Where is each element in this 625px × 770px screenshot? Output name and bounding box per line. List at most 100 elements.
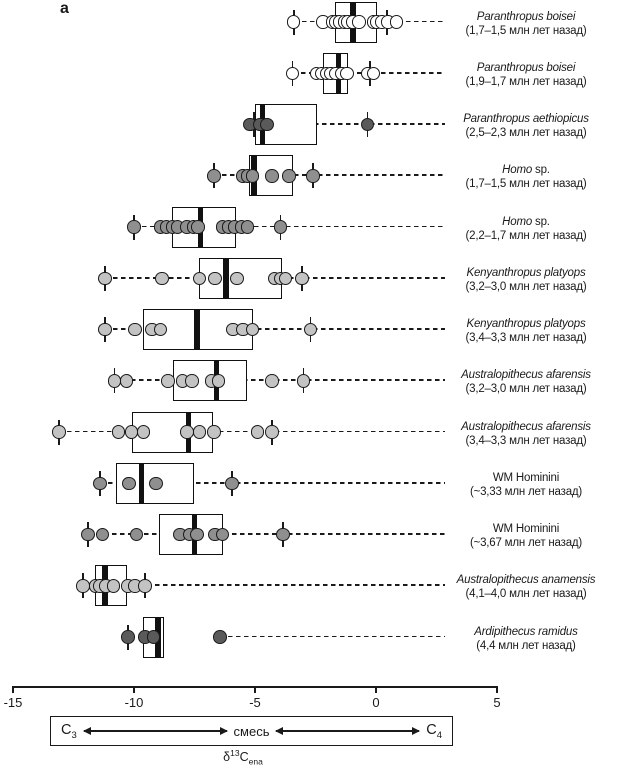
boxplot-row — [0, 356, 625, 406]
data-point — [207, 169, 221, 183]
data-point — [129, 527, 144, 542]
data-point — [250, 425, 265, 439]
x-axis-tick — [496, 686, 498, 693]
boxplot-row — [0, 151, 625, 201]
data-point — [52, 425, 66, 439]
row-label: Australopithecus afarensis (3,2–3,0 млн л… — [430, 368, 622, 396]
data-point — [98, 271, 112, 286]
data-point — [76, 579, 90, 593]
data-point — [119, 374, 134, 388]
data-point — [230, 271, 244, 286]
data-point — [153, 322, 168, 337]
species-period: (2,5–2,3 млн лет назад) — [465, 127, 587, 139]
x-axis-tick — [254, 686, 256, 693]
data-point — [192, 271, 207, 286]
data-point — [285, 66, 300, 81]
boxplot-row — [0, 305, 625, 355]
data-point — [366, 66, 381, 81]
median-bar — [138, 462, 144, 504]
species-name: Ardipithecus ramidus — [474, 625, 578, 638]
data-point — [191, 220, 205, 234]
c4-label: C4 — [426, 721, 443, 741]
data-point — [265, 169, 279, 183]
data-point — [149, 476, 163, 491]
data-point — [352, 15, 366, 29]
data-point — [208, 271, 222, 286]
connector-dash-line — [83, 584, 445, 587]
c3-label: C3 — [61, 721, 77, 741]
boxplot-row — [0, 561, 625, 611]
x-axis-tick — [133, 686, 135, 693]
data-point — [260, 117, 274, 132]
data-point — [225, 476, 239, 491]
data-point — [127, 220, 141, 234]
x-axis-tick-label: -15 — [3, 695, 23, 710]
row-label: WM Hominini (~3,67 млн лет назад) — [430, 522, 622, 550]
boxplot-row — [0, 253, 625, 303]
row-label: Homo sp. (2,2–1,7 млн лет назад) — [430, 215, 622, 243]
x-axis-tick-label: -5 — [249, 695, 261, 710]
species-name: Kenyanthropus platyops — [466, 318, 586, 330]
data-point — [278, 271, 292, 286]
connector-dash-line — [88, 533, 445, 535]
mix-label: смесь — [233, 723, 270, 739]
connector-dash-line — [219, 635, 445, 638]
connector-dash-line — [213, 174, 445, 177]
row-label: WM Hominini (~3,33 млн лет назад) — [430, 471, 622, 499]
data-point — [273, 220, 288, 234]
species-period: (3,4–3,3 млн лет назад) — [465, 434, 587, 447]
data-point — [265, 374, 279, 388]
data-point — [340, 66, 354, 81]
data-point — [111, 425, 126, 439]
species-name: Australopithecus anamensis — [456, 574, 596, 587]
data-point — [276, 527, 290, 542]
species-period: (~3,67 млн лет назад) — [469, 537, 583, 549]
row-label: Australopithecus anamensis (4,1–4,0 млн л… — [430, 573, 622, 601]
row-label: Australopithecus afarensis (3,4–3,3 млн л… — [430, 420, 622, 448]
connector-dash-line — [250, 123, 445, 125]
x-axis-tick-label: 5 — [493, 695, 501, 710]
data-point — [296, 374, 311, 388]
data-point — [155, 271, 169, 286]
boxplot-row — [0, 100, 625, 150]
data-point — [121, 630, 135, 644]
data-point — [282, 169, 296, 183]
boxplot-row — [0, 0, 625, 47]
data-point — [295, 271, 309, 286]
connector-dash-line — [104, 328, 445, 330]
row-label: Paranthropus aethiopicus (2,5–2,3 млн лет… — [430, 112, 622, 140]
panel-letter: a — [60, 0, 69, 17]
species-name: Homo sp. — [502, 164, 550, 177]
row-label: Ardipithecus ramidus (4,4 млн лет назад) — [430, 625, 622, 653]
x-axis-tick-label: 0 — [372, 695, 380, 710]
data-point — [286, 15, 301, 29]
data-point — [245, 169, 260, 183]
data-point — [136, 425, 151, 439]
boxplot-row — [0, 407, 625, 457]
connector-dash-line — [100, 481, 445, 484]
data-point — [128, 322, 142, 337]
species-name: Australopithecus afarensis — [461, 369, 591, 382]
species-period: (3,4–3,3 млн лет назад) — [465, 332, 587, 344]
x-axis-tick — [12, 686, 14, 693]
data-point — [207, 425, 221, 439]
data-point — [81, 527, 95, 542]
species-period: (4,4 млн лет назад) — [476, 639, 576, 652]
species-name: Paranthropus aethiopicus — [463, 113, 589, 125]
species-name: Kenyanthropus platyops — [466, 266, 586, 279]
x-axis-title: δ13Cena — [223, 748, 263, 767]
data-point — [360, 117, 375, 132]
data-point — [303, 322, 318, 337]
species-period: (1,9–1,7 млн лет назад) — [465, 75, 587, 88]
boxplot-row — [0, 48, 625, 98]
data-point — [265, 425, 279, 439]
left-double-arrow-icon — [83, 730, 227, 732]
data-point — [190, 527, 204, 542]
boxplot-row — [0, 510, 625, 560]
data-point — [240, 220, 255, 234]
connector-dash-line — [134, 225, 445, 228]
data-point — [138, 579, 152, 593]
species-period: (4,1–4,0 млн лет назад) — [465, 588, 587, 601]
boxplot-row — [0, 458, 625, 508]
